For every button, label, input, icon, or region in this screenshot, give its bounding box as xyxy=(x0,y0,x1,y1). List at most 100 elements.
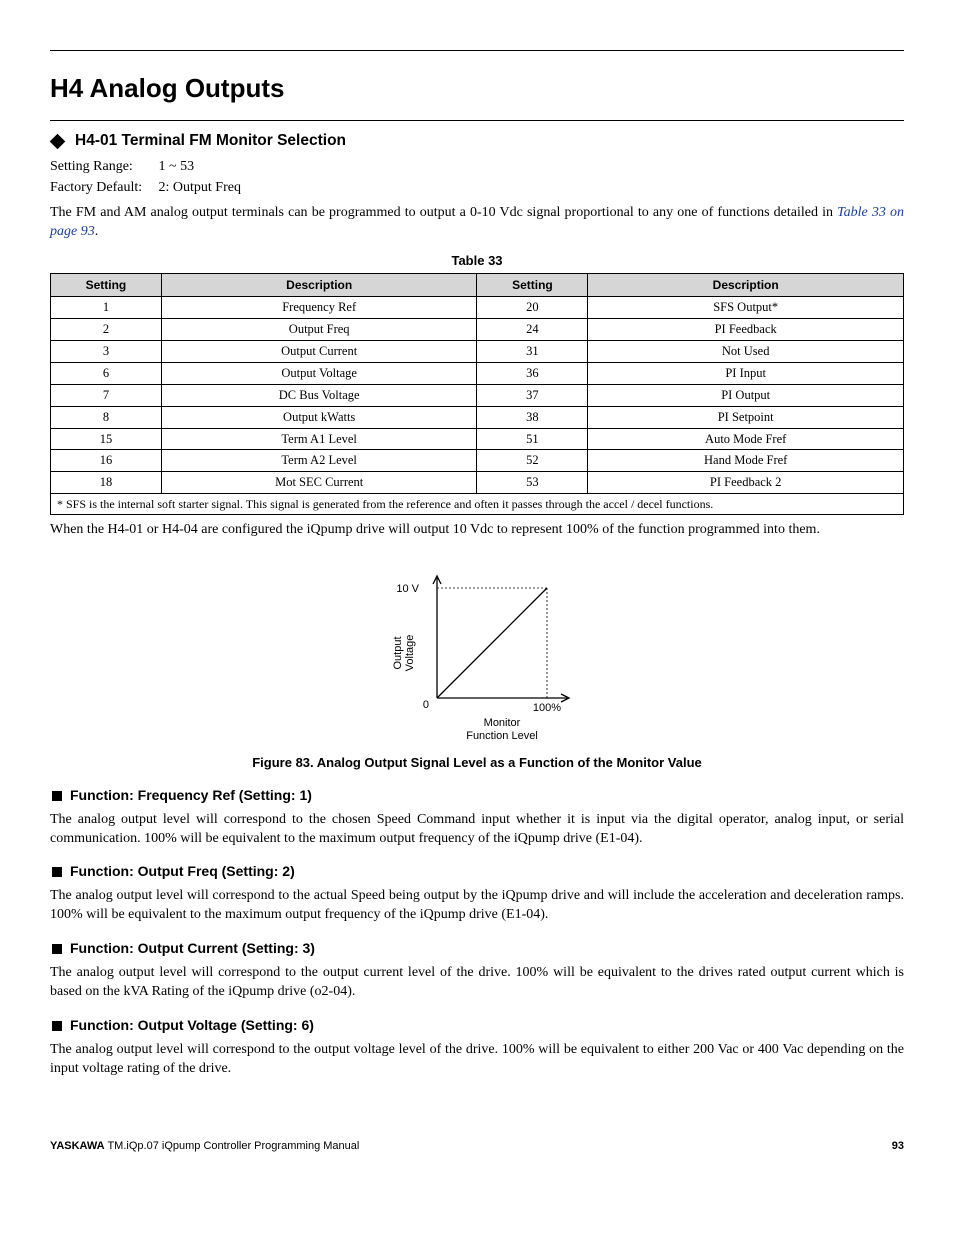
table-cell: PI Feedback 2 xyxy=(588,472,904,494)
intro-text-pre: The FM and AM analog output terminals ca… xyxy=(50,205,837,220)
table-cell: 38 xyxy=(477,406,588,428)
page-footer: YASKAWA TM.iQp.07 iQpump Controller Prog… xyxy=(50,1139,904,1154)
y-max-label: 10 V xyxy=(396,583,419,595)
factory-default-value: 2: Output Freq xyxy=(159,180,241,195)
table-row: 6Output Voltage36PI Input xyxy=(51,362,904,384)
table-cell: Output Current xyxy=(161,341,477,363)
table-cell: 15 xyxy=(51,428,162,450)
table-cell: Output Voltage xyxy=(161,362,477,384)
table-cell: PI Output xyxy=(588,384,904,406)
x-axis-label-1: Monitor xyxy=(484,717,521,729)
table-cell: 51 xyxy=(477,428,588,450)
page-title: H4 Analog Outputs xyxy=(50,71,904,106)
table-row: 18Mot SEC Current53PI Feedback 2 xyxy=(51,472,904,494)
table-row: 2Output Freq24PI Feedback xyxy=(51,319,904,341)
function-body: The analog output level will correspond … xyxy=(50,964,904,1002)
function-title: Function: Output Freq (Setting: 2) xyxy=(70,863,295,879)
square-bullet-icon xyxy=(52,791,62,801)
col-setting-left: Setting xyxy=(51,274,162,297)
function-title: Function: Output Voltage (Setting: 6) xyxy=(70,1017,314,1033)
table-cell: 37 xyxy=(477,384,588,406)
factory-default-row: Factory Default: 2: Output Freq xyxy=(50,179,904,198)
footer-doc: TM.iQp.07 iQpump Controller Programming … xyxy=(105,1140,360,1152)
table-row: 16Term A2 Level52Hand Mode Fref xyxy=(51,450,904,472)
square-bullet-icon xyxy=(52,944,62,954)
factory-default-label: Factory Default: xyxy=(50,179,155,198)
title-underline xyxy=(50,120,904,121)
table-cell: 6 xyxy=(51,362,162,384)
table-cell: 16 xyxy=(51,450,162,472)
table-cell: DC Bus Voltage xyxy=(161,384,477,406)
function-heading: Function: Output Freq (Setting: 2) xyxy=(50,862,904,881)
table-cell: Not Used xyxy=(588,341,904,363)
function-title: Function: Frequency Ref (Setting: 1) xyxy=(70,787,312,803)
table-cell: Auto Mode Fref xyxy=(588,428,904,450)
table-cell: 36 xyxy=(477,362,588,384)
post-table-paragraph: When the H4-01 or H4-04 are configured t… xyxy=(50,521,904,540)
table-title: Table 33 xyxy=(50,252,904,270)
table-cell: Frequency Ref xyxy=(161,297,477,319)
table-cell: 24 xyxy=(477,319,588,341)
settings-table: Setting Description Setting Description … xyxy=(50,273,904,515)
section-heading: H4-01 Terminal FM Monitor Selection xyxy=(50,131,904,152)
top-rule xyxy=(50,50,904,51)
table-cell: 2 xyxy=(51,319,162,341)
setting-range-row: Setting Range: 1 ~ 53 xyxy=(50,158,904,177)
table-cell: Term A2 Level xyxy=(161,450,477,472)
table-cell: Output kWatts xyxy=(161,406,477,428)
function-body: The analog output level will correspond … xyxy=(50,811,904,849)
col-desc-right: Description xyxy=(588,274,904,297)
table-cell: 52 xyxy=(477,450,588,472)
table-row: 3Output Current31Not Used xyxy=(51,341,904,363)
square-bullet-icon xyxy=(52,1021,62,1031)
figure-83: 10 V 0 100% Output Voltage Monitor Funct… xyxy=(50,558,904,748)
section-title: H4-01 Terminal FM Monitor Selection xyxy=(75,131,346,152)
table-row: 7DC Bus Voltage37PI Output xyxy=(51,384,904,406)
function-heading: Function: Output Current (Setting: 3) xyxy=(50,939,904,958)
table-cell: Term A1 Level xyxy=(161,428,477,450)
function-heading: Function: Frequency Ref (Setting: 1) xyxy=(50,786,904,805)
table-cell: 31 xyxy=(477,341,588,363)
diamond-icon xyxy=(50,134,66,150)
col-desc-left: Description xyxy=(161,274,477,297)
table-footnote: * SFS is the internal soft starter signa… xyxy=(51,494,904,515)
table-cell: 7 xyxy=(51,384,162,406)
table-cell: 20 xyxy=(477,297,588,319)
table-row: 8Output kWatts38PI Setpoint xyxy=(51,406,904,428)
y-min-label: 0 xyxy=(423,699,429,711)
analog-output-chart: 10 V 0 100% Output Voltage Monitor Funct… xyxy=(357,558,597,748)
table-cell: 53 xyxy=(477,472,588,494)
intro-text-post: . xyxy=(95,224,99,239)
table-cell: SFS Output* xyxy=(588,297,904,319)
chart-line xyxy=(437,588,547,698)
function-title: Function: Output Current (Setting: 3) xyxy=(70,940,315,956)
table-header-row: Setting Description Setting Description xyxy=(51,274,904,297)
y-axis-label-1: Output xyxy=(392,637,404,670)
x-max-label: 100% xyxy=(533,702,561,714)
table-cell: PI Setpoint xyxy=(588,406,904,428)
table-cell: PI Input xyxy=(588,362,904,384)
function-body: The analog output level will correspond … xyxy=(50,887,904,925)
table-row: 1Frequency Ref20SFS Output* xyxy=(51,297,904,319)
setting-range-value: 1 ~ 53 xyxy=(159,159,195,174)
table-cell: Hand Mode Fref xyxy=(588,450,904,472)
footer-left: YASKAWA TM.iQp.07 iQpump Controller Prog… xyxy=(50,1139,359,1154)
table-cell: PI Feedback xyxy=(588,319,904,341)
table-cell: Output Freq xyxy=(161,319,477,341)
footer-page-number: 93 xyxy=(892,1139,904,1154)
table-cell: 1 xyxy=(51,297,162,319)
table-footnote-row: * SFS is the internal soft starter signa… xyxy=(51,494,904,515)
setting-range-label: Setting Range: xyxy=(50,158,155,177)
y-axis-label-2: Voltage xyxy=(404,635,416,672)
table-row: 15Term A1 Level51Auto Mode Fref xyxy=(51,428,904,450)
intro-paragraph: The FM and AM analog output terminals ca… xyxy=(50,204,904,242)
table-cell: 8 xyxy=(51,406,162,428)
footer-brand: YASKAWA xyxy=(50,1140,105,1152)
function-heading: Function: Output Voltage (Setting: 6) xyxy=(50,1016,904,1035)
table-cell: 3 xyxy=(51,341,162,363)
function-body: The analog output level will correspond … xyxy=(50,1041,904,1079)
col-setting-right: Setting xyxy=(477,274,588,297)
square-bullet-icon xyxy=(52,867,62,877)
x-axis-label-2: Function Level xyxy=(466,730,538,742)
figure-caption: Figure 83. Analog Output Signal Level as… xyxy=(50,754,904,772)
